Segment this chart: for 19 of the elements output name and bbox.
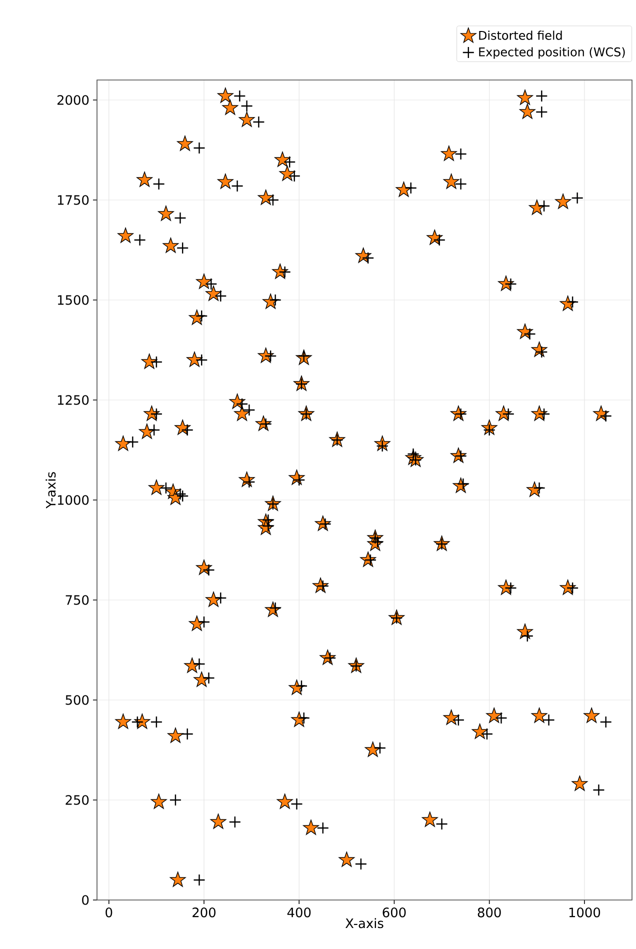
x-tick-label: 800 bbox=[478, 908, 501, 918]
x-tick-label: 600 bbox=[382, 908, 406, 918]
y-axis-title: Y-axis bbox=[46, 472, 56, 509]
x-tick-label: 1000 bbox=[569, 908, 600, 918]
legend-label: Distorted field bbox=[479, 30, 562, 40]
y-tick-label: 1750 bbox=[58, 195, 89, 205]
legend-label: Expected position (WCS) bbox=[479, 47, 625, 59]
x-tick-label: 200 bbox=[192, 908, 216, 918]
x-axis-title: X-axis bbox=[345, 918, 384, 928]
y-tick-label: 1000 bbox=[58, 495, 89, 505]
x-tick-label: 0 bbox=[106, 908, 112, 918]
x-tick-label: 400 bbox=[287, 908, 311, 918]
y-tick-label: 1500 bbox=[58, 295, 89, 305]
y-tick-label: 750 bbox=[66, 595, 89, 605]
y-tick-label: 500 bbox=[66, 695, 89, 705]
y-tick-label: 2000 bbox=[57, 95, 89, 105]
y-tick-label: 0 bbox=[82, 895, 89, 905]
y-tick-label: 250 bbox=[66, 795, 89, 805]
y-tick-label: 1250 bbox=[58, 395, 89, 405]
